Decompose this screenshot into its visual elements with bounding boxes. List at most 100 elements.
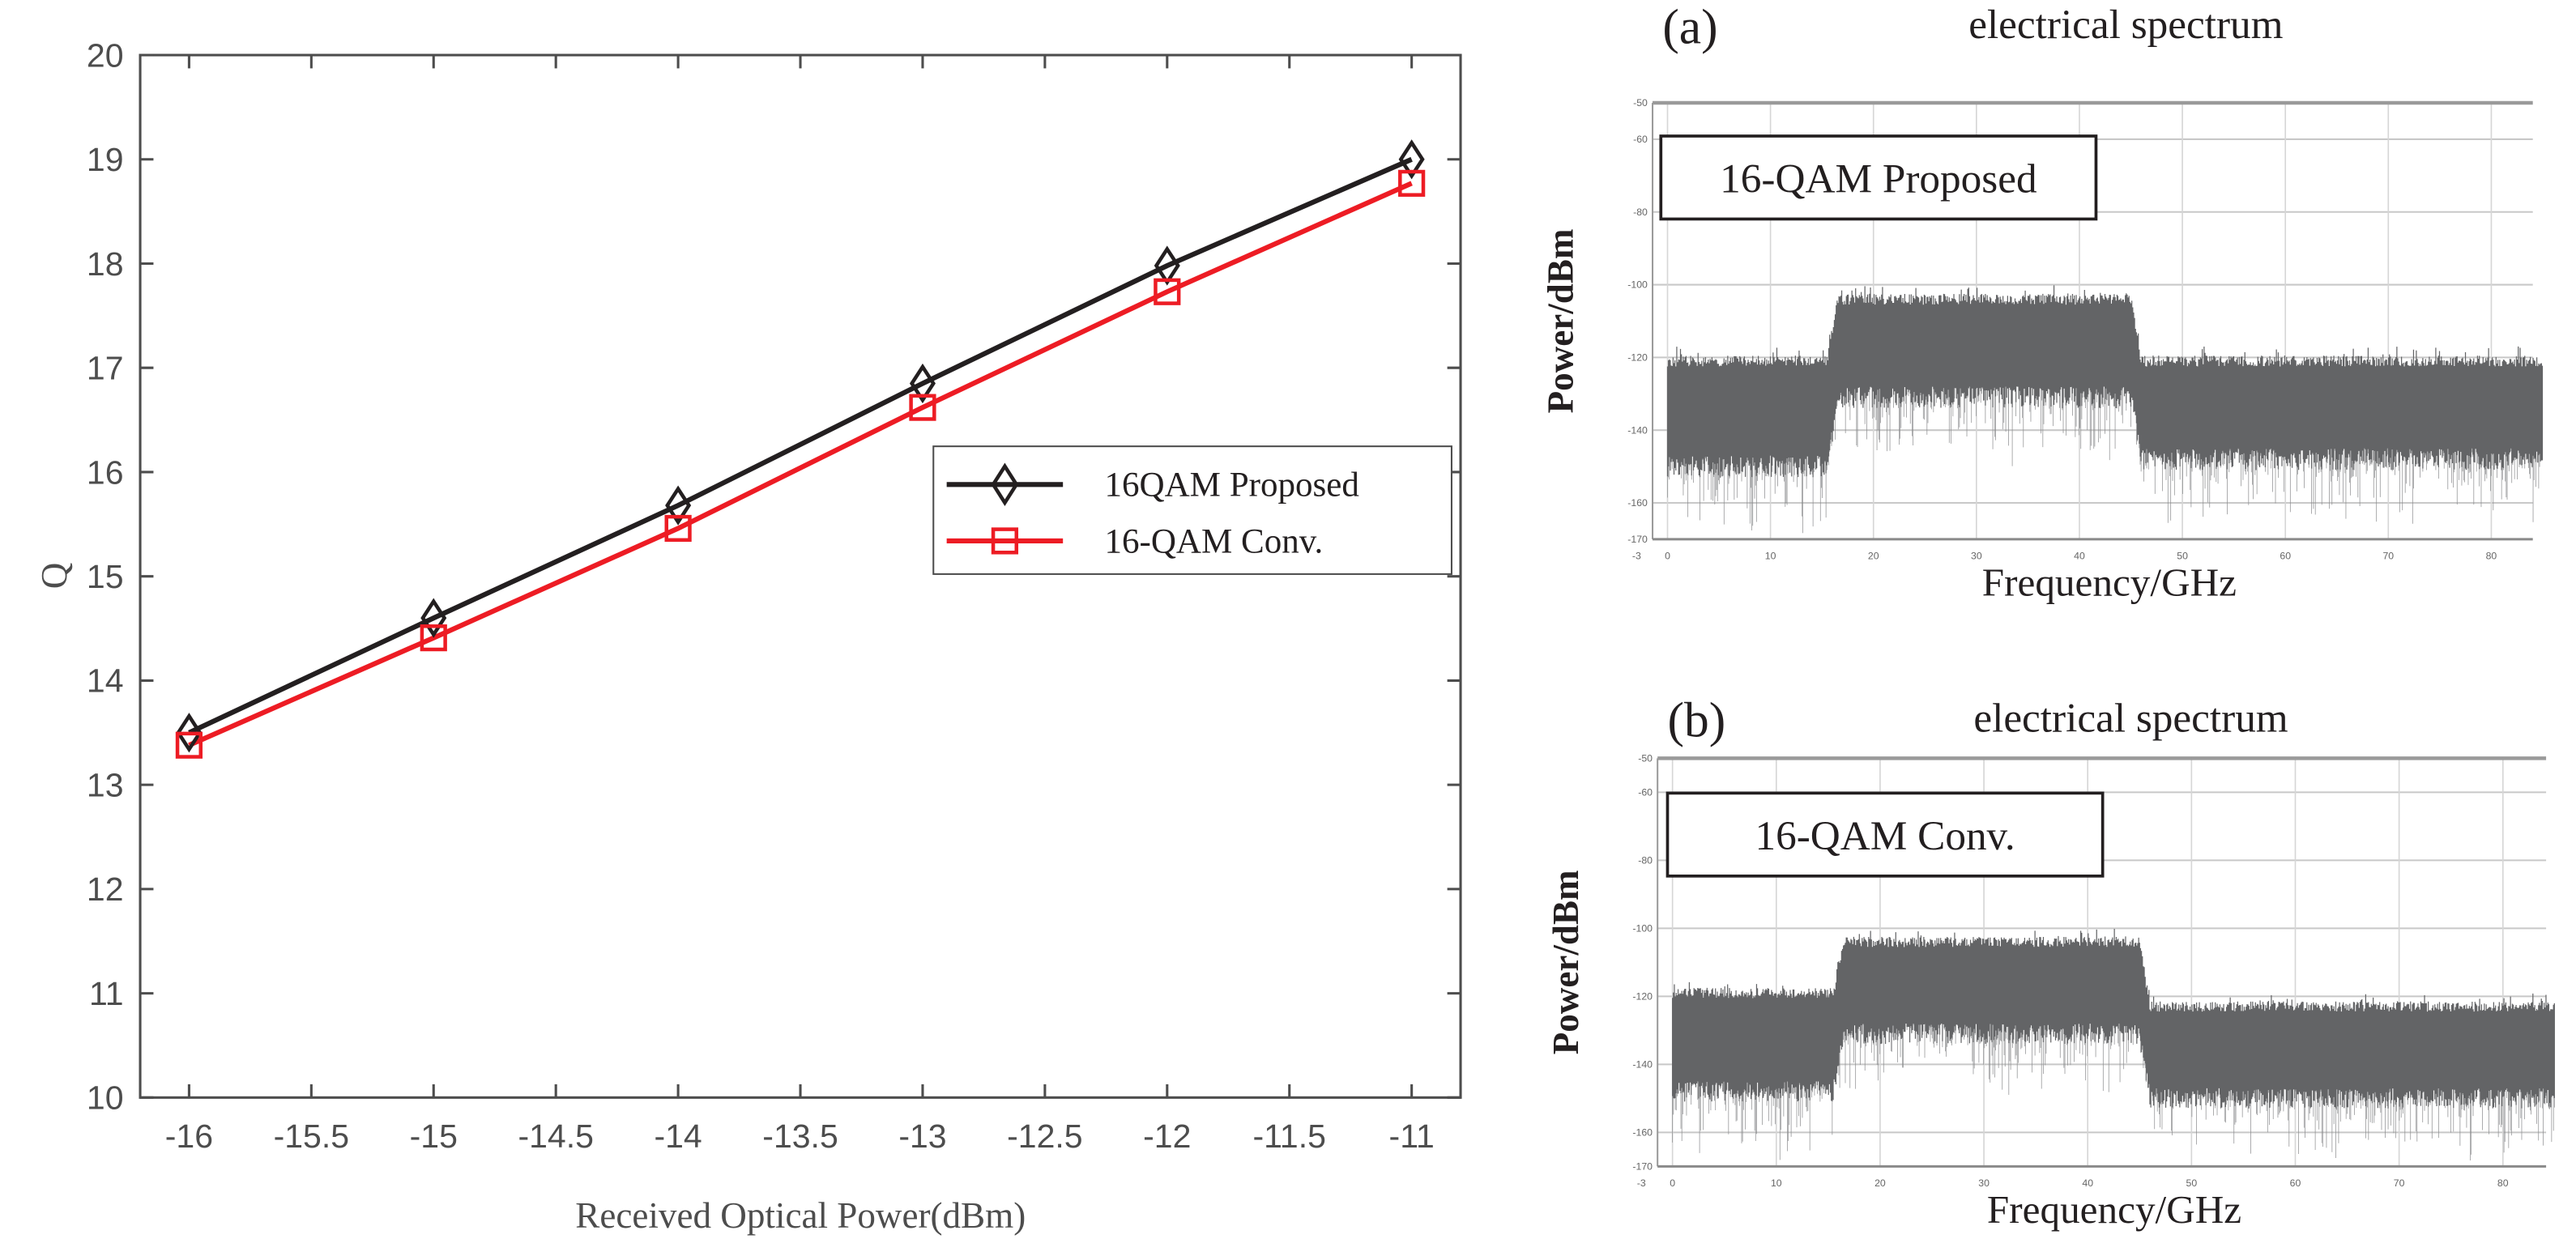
data-point-square: [175, 731, 203, 759]
legend-box: [932, 445, 1452, 575]
y-tick-label: -80: [1638, 854, 1653, 866]
y-tick-label: 15: [87, 558, 124, 595]
x-tick-label: -14.5: [518, 1118, 593, 1155]
spectrum-envelope: [1666, 285, 2544, 478]
x-tick-label: 40: [2082, 1177, 2093, 1189]
x-axis-label: Received Optical Power(dBm): [575, 1195, 1026, 1236]
x-tick-label: 10: [1765, 550, 1776, 561]
data-point-diamond: [1398, 139, 1425, 180]
y-tick-label: -140: [1632, 1058, 1653, 1070]
annotation-label: 16-QAM Conv.: [1755, 813, 2015, 859]
data-point-diamond: [665, 485, 692, 526]
spectrum-panel-a: (a) electrical spectrum -50 -60 -80 -100 -120 -…: [1541, 0, 2544, 605]
data-point-diamond: [909, 363, 936, 404]
x-tick-label: -11: [1389, 1118, 1435, 1155]
y-tick-label: 16: [87, 453, 124, 491]
y-tick-label: -60: [1638, 786, 1653, 798]
data-point-diamond: [420, 598, 447, 638]
x-tick-label: 10: [1771, 1177, 1782, 1189]
x-tick-label: -3: [1637, 1177, 1646, 1189]
spectrum-title: electrical spectrum: [1973, 696, 2288, 742]
annotation-label: 16-QAM Proposed: [1720, 156, 2036, 202]
x-tick-label: -16: [165, 1118, 213, 1155]
y-tick-label: -140: [1627, 424, 1648, 436]
annotation-box: [1665, 791, 2105, 878]
y-axis-label: Power/dBm: [1541, 229, 1581, 414]
spectrum-trace: [1672, 929, 2555, 1160]
y-tick-label: -60: [1633, 134, 1648, 145]
data-point-square: [909, 394, 936, 421]
x-tick-label: 60: [2290, 1177, 2301, 1189]
spectrum-trace: [1666, 285, 2544, 534]
legend: 16QAM Proposed 16-QAM Conv.: [932, 445, 1452, 575]
legend-label-proposed: 16QAM Proposed: [1104, 466, 1358, 505]
x-tick-label: -3: [1632, 550, 1641, 561]
legend-square-marker: [991, 527, 1019, 555]
data-point-square: [1398, 169, 1426, 197]
q-series: [175, 139, 1426, 759]
panel-label: (b): [1667, 693, 1725, 748]
y-tick-label: -160: [1627, 497, 1648, 509]
annotation-box: [1659, 134, 2098, 221]
spectrum-title: electrical spectrum: [1968, 2, 2283, 48]
x-tick-label: -12: [1143, 1118, 1191, 1155]
y-tick-label: 20: [87, 36, 124, 74]
y-tick-label: 19: [87, 141, 124, 178]
y-tick-label: 10: [87, 1079, 124, 1117]
x-tick-label: 70: [2382, 550, 2394, 561]
data-point-square: [1154, 278, 1181, 305]
plot-area: [139, 53, 1462, 1099]
y-tick-label: -170: [1632, 1160, 1653, 1172]
x-tick-label: 40: [2074, 550, 2085, 561]
y-tick-label: -120: [1627, 351, 1648, 363]
data-point-diamond: [1154, 245, 1180, 286]
spectrum-noise-spikes: [1667, 386, 2540, 534]
y-tick-label: -50: [1638, 752, 1653, 764]
y-tick-label: -160: [1632, 1126, 1653, 1138]
x-tick-label: 20: [1868, 550, 1879, 561]
spectrum-noise-spikes: [1672, 1023, 2555, 1160]
x-tick-label: -14: [654, 1118, 702, 1155]
legend-diamond-marker: [991, 462, 1019, 507]
x-tick-label: 0: [1670, 1177, 1675, 1189]
data-point-square: [664, 514, 692, 543]
x-tick-label: -15: [410, 1118, 458, 1155]
y-tick-label: 17: [87, 350, 124, 387]
y-tick-label: 18: [87, 245, 124, 283]
x-tick-label: 50: [2177, 550, 2188, 561]
x-tick-label: -13: [898, 1118, 946, 1155]
panel-label: (a): [1662, 0, 1717, 54]
x-axis-label: Frequency/GHz: [1982, 560, 2237, 605]
data-point-square: [420, 624, 447, 652]
y-tick-label: -50: [1633, 97, 1648, 109]
y-tick-label: -80: [1633, 206, 1648, 218]
legend-label-conv: 16-QAM Conv.: [1104, 522, 1323, 560]
y-tick-label: -170: [1627, 534, 1648, 545]
x-axis-label: Frequency/GHz: [1987, 1187, 2241, 1232]
y-axis-label: Q: [34, 563, 75, 590]
x-tick-label: 20: [1874, 1177, 1886, 1189]
x-tick-label: -11.5: [1253, 1118, 1326, 1155]
x-tick-label: 80: [2497, 1177, 2509, 1189]
y-tick-label: -100: [1632, 922, 1653, 934]
x-tick-label: 80: [2486, 550, 2497, 561]
y-tick-label: -100: [1627, 279, 1648, 291]
x-tick-label: 50: [2186, 1177, 2198, 1189]
x-tick-label: 0: [1665, 550, 1670, 561]
spectrum-panel-b: (b) electrical spectrum -50 -60 -80 -100 -120 -…: [1546, 693, 2555, 1232]
q-ticks: -16 -15.5 -15 -14.5 -14 -13.5 -13 -12.5 -12 -11.5…: [87, 36, 1461, 1155]
y-axis-label: Power/dBm: [1546, 870, 1586, 1054]
x-tick-label: 30: [1978, 1177, 1990, 1189]
y-tick-label: 11: [89, 975, 124, 1012]
x-tick-label: 70: [2394, 1177, 2405, 1189]
y-tick-label: 14: [87, 662, 124, 700]
y-tick-label: 13: [87, 766, 124, 803]
y-tick-label: -120: [1632, 990, 1653, 1002]
x-tick-label: -13.5: [762, 1118, 838, 1155]
data-point-diamond: [176, 713, 203, 753]
series-line-conv: [188, 181, 1413, 748]
x-tick-label: 60: [2280, 550, 2291, 561]
y-tick-label: 12: [87, 871, 124, 908]
spectrum-envelope: [1672, 929, 2555, 1109]
